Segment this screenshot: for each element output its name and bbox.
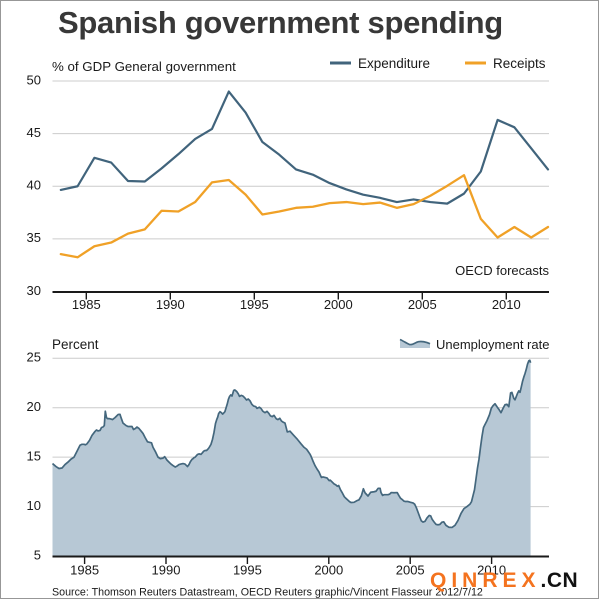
svg-text:2000: 2000 xyxy=(314,563,343,578)
svg-text:QINREX.CN: QINREX.CN xyxy=(430,569,578,592)
svg-text:1985: 1985 xyxy=(70,563,99,578)
svg-text:5: 5 xyxy=(34,547,41,562)
svg-text:10: 10 xyxy=(27,498,41,513)
svg-text:Unemployment rate: Unemployment rate xyxy=(436,337,549,352)
svg-text:OECD forecasts: OECD forecasts xyxy=(455,263,549,278)
svg-text:1995: 1995 xyxy=(233,563,262,578)
svg-text:1990: 1990 xyxy=(152,563,181,578)
svg-text:15: 15 xyxy=(27,448,41,463)
svg-text:35: 35 xyxy=(27,230,41,245)
svg-text:25: 25 xyxy=(27,350,41,365)
svg-text:% of GDP General government: % of GDP General government xyxy=(52,59,236,74)
svg-text:1995: 1995 xyxy=(240,297,269,312)
svg-text:2000: 2000 xyxy=(324,297,353,312)
svg-text:Expenditure: Expenditure xyxy=(358,56,430,71)
svg-text:40: 40 xyxy=(27,178,41,193)
svg-text:50: 50 xyxy=(27,72,41,87)
svg-text:Spanish government spending: Spanish government spending xyxy=(58,5,503,40)
svg-text:2010: 2010 xyxy=(477,563,506,578)
svg-text:Receipts: Receipts xyxy=(493,56,546,71)
svg-text:Source: Thomson Reuters Datast: Source: Thomson Reuters Datastream, OECD… xyxy=(52,587,483,599)
svg-text:1990: 1990 xyxy=(156,297,185,312)
svg-text:1985: 1985 xyxy=(72,297,101,312)
svg-text:2005: 2005 xyxy=(408,297,437,312)
svg-text:Percent: Percent xyxy=(52,337,99,352)
svg-text:30: 30 xyxy=(27,283,41,298)
svg-text:2010: 2010 xyxy=(492,297,521,312)
svg-text:20: 20 xyxy=(27,399,41,414)
svg-text:45: 45 xyxy=(27,125,41,140)
svg-text:2005: 2005 xyxy=(396,563,425,578)
